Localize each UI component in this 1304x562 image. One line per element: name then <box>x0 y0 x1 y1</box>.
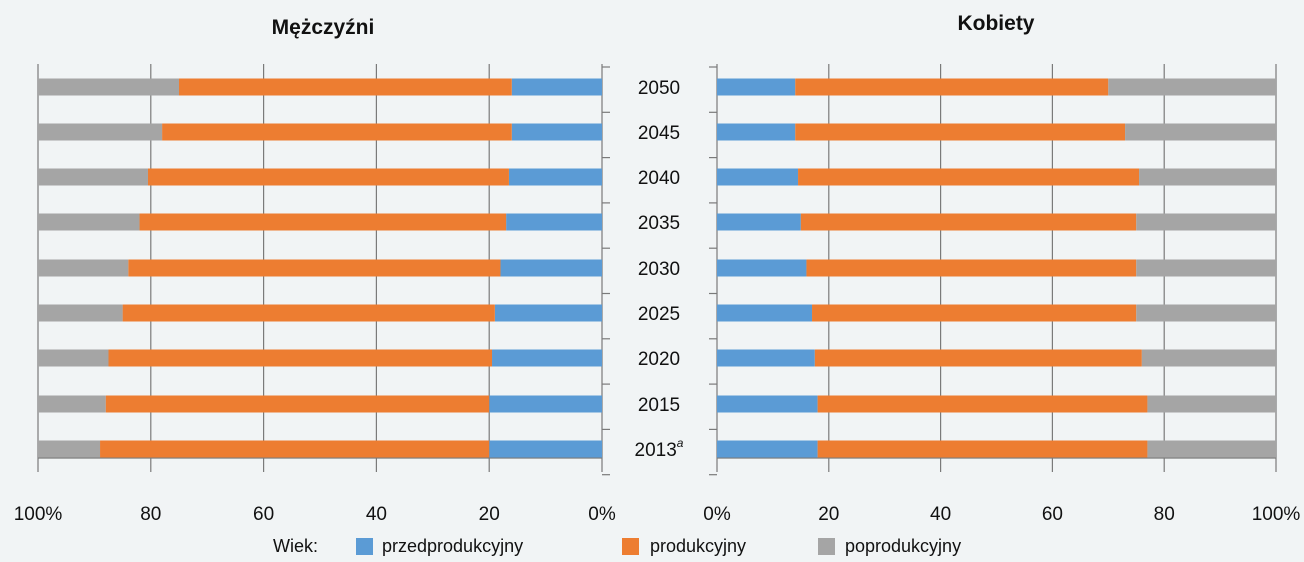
bar-men-2035-przedprodukcyjny <box>506 213 602 231</box>
x-tick-label-men: 80 <box>140 504 161 525</box>
bar-women-2030-przedprodukcyjny <box>717 259 807 277</box>
bar-women-2020-produkcyjny <box>814 349 1142 367</box>
bar-women-2040-produkcyjny <box>798 168 1140 186</box>
legend-swatch-poprodukcyjny <box>818 538 835 555</box>
plot-women: 0% 20 40 60 80 100% <box>703 64 1300 525</box>
x-tick-label-women: 60 <box>1042 504 1063 525</box>
x-tick-label-men: 60 <box>253 504 274 525</box>
bar-men-2025-poprodukcyjny <box>38 304 123 322</box>
bar-women-2015-poprodukcyjny <box>1147 395 1276 413</box>
bar-women-2013-produkcyjny <box>817 440 1148 458</box>
legend-label-poprodukcyjny: poprodukcyjny <box>845 536 961 556</box>
x-tick-label-men: 0% <box>588 504 616 525</box>
bar-men-2035-poprodukcyjny <box>38 213 140 231</box>
bar-men-2025-produkcyjny <box>122 304 495 322</box>
x-tick-label-women: 80 <box>1154 504 1175 525</box>
x-tick-label-women: 100% <box>1252 504 1301 525</box>
x-tick-label-women: 0% <box>703 504 731 525</box>
bar-women-2025-poprodukcyjny <box>1136 304 1276 322</box>
bar-women-2020-przedprodukcyjny <box>717 349 815 367</box>
bar-women-2040-poprodukcyjny <box>1139 168 1276 186</box>
bar-men-2045-produkcyjny <box>162 123 512 141</box>
bar-men-2015-przedprodukcyjny <box>489 395 602 413</box>
year-label-2030: 2030 <box>638 259 680 280</box>
year-label-2050: 2050 <box>638 78 680 99</box>
bar-women-2025-produkcyjny <box>812 304 1137 322</box>
bar-women-2035-przedprodukcyjny <box>717 213 801 231</box>
chart-title-women: Kobiety <box>957 12 1034 35</box>
bar-men-2015-produkcyjny <box>105 395 490 413</box>
bar-women-2030-poprodukcyjny <box>1136 259 1276 277</box>
year-label-2045: 2045 <box>638 123 680 144</box>
bar-men-2025-przedprodukcyjny <box>494 304 602 322</box>
bar-women-2015-przedprodukcyjny <box>717 395 818 413</box>
year-labels: 2050 2045 2040 2035 2030 2025 2020 2015 2013a <box>635 78 684 461</box>
legend-label-przedprodukcyjny: przedprodukcyjny <box>382 536 523 556</box>
bar-men-2045-poprodukcyjny <box>38 123 163 141</box>
bar-women-2045-produkcyjny <box>795 123 1126 141</box>
x-tick-label-women: 20 <box>818 504 839 525</box>
bar-men-2013-poprodukcyjny <box>38 440 101 458</box>
legend-label-produkcyjny: produkcyjny <box>650 536 746 556</box>
bar-men-2015-poprodukcyjny <box>38 395 106 413</box>
bar-men-2040-produkcyjny <box>147 168 509 186</box>
year-label-2015: 2015 <box>638 395 680 416</box>
bar-men-2050-poprodukcyjny <box>38 78 179 96</box>
bar-men-2030-produkcyjny <box>128 259 501 277</box>
x-tick-label-men: 40 <box>366 504 387 525</box>
bar-women-2013-przedprodukcyjny <box>717 440 818 458</box>
bar-men-2050-przedprodukcyjny <box>511 78 602 96</box>
bar-women-2020-poprodukcyjny <box>1141 349 1276 367</box>
bar-men-2040-poprodukcyjny <box>38 168 148 186</box>
bar-men-2050-produkcyjny <box>179 78 512 96</box>
bar-women-2050-przedprodukcyjny <box>717 78 796 96</box>
bar-women-2013-poprodukcyjny <box>1147 440 1276 458</box>
bar-men-2013-produkcyjny <box>100 440 490 458</box>
bar-men-2045-przedprodukcyjny <box>511 123 602 141</box>
year-label-2035: 2035 <box>638 213 680 234</box>
bar-women-2050-poprodukcyjny <box>1108 78 1276 96</box>
bar-men-2020-produkcyjny <box>108 349 493 367</box>
year-label-2040: 2040 <box>638 168 680 189</box>
legend-prefix: Wiek: <box>273 536 318 556</box>
bar-women-2045-poprodukcyjny <box>1125 123 1276 141</box>
bar-women-2030-produkcyjny <box>806 259 1137 277</box>
legend: Wiek: przedprodukcyjny produkcyjny popro… <box>273 536 961 556</box>
bar-men-2020-poprodukcyjny <box>38 349 109 367</box>
bar-men-2030-poprodukcyjny <box>38 259 129 277</box>
bar-men-2035-produkcyjny <box>139 213 507 231</box>
plot-men: 100% 80 60 40 20 0% <box>14 64 616 525</box>
year-label-2020: 2020 <box>638 349 680 370</box>
legend-swatch-produkcyjny <box>622 538 639 555</box>
bar-women-2015-produkcyjny <box>817 395 1148 413</box>
x-tick-label-women: 40 <box>930 504 951 525</box>
bar-women-2050-produkcyjny <box>795 78 1109 96</box>
bar-women-2045-przedprodukcyjny <box>717 123 796 141</box>
x-tick-label-men: 20 <box>479 504 500 525</box>
x-tick-label-men: 100% <box>14 504 63 525</box>
bar-men-2020-przedprodukcyjny <box>492 349 602 367</box>
bar-women-2040-przedprodukcyjny <box>717 168 799 186</box>
legend-swatch-przedprodukcyjny <box>356 538 373 555</box>
bar-women-2035-poprodukcyjny <box>1136 213 1276 231</box>
bar-women-2025-przedprodukcyjny <box>717 304 813 322</box>
bar-men-2040-przedprodukcyjny <box>508 168 602 186</box>
bar-men-2030-przedprodukcyjny <box>500 259 602 277</box>
year-label-2025: 2025 <box>638 304 680 325</box>
year-superscript: a <box>677 436 684 450</box>
chart-title-men: Mężczyźni <box>272 16 375 39</box>
bar-women-2035-produkcyjny <box>800 213 1137 231</box>
bar-men-2013-przedprodukcyjny <box>489 440 602 458</box>
year-label-2013: 2013a <box>635 436 684 461</box>
